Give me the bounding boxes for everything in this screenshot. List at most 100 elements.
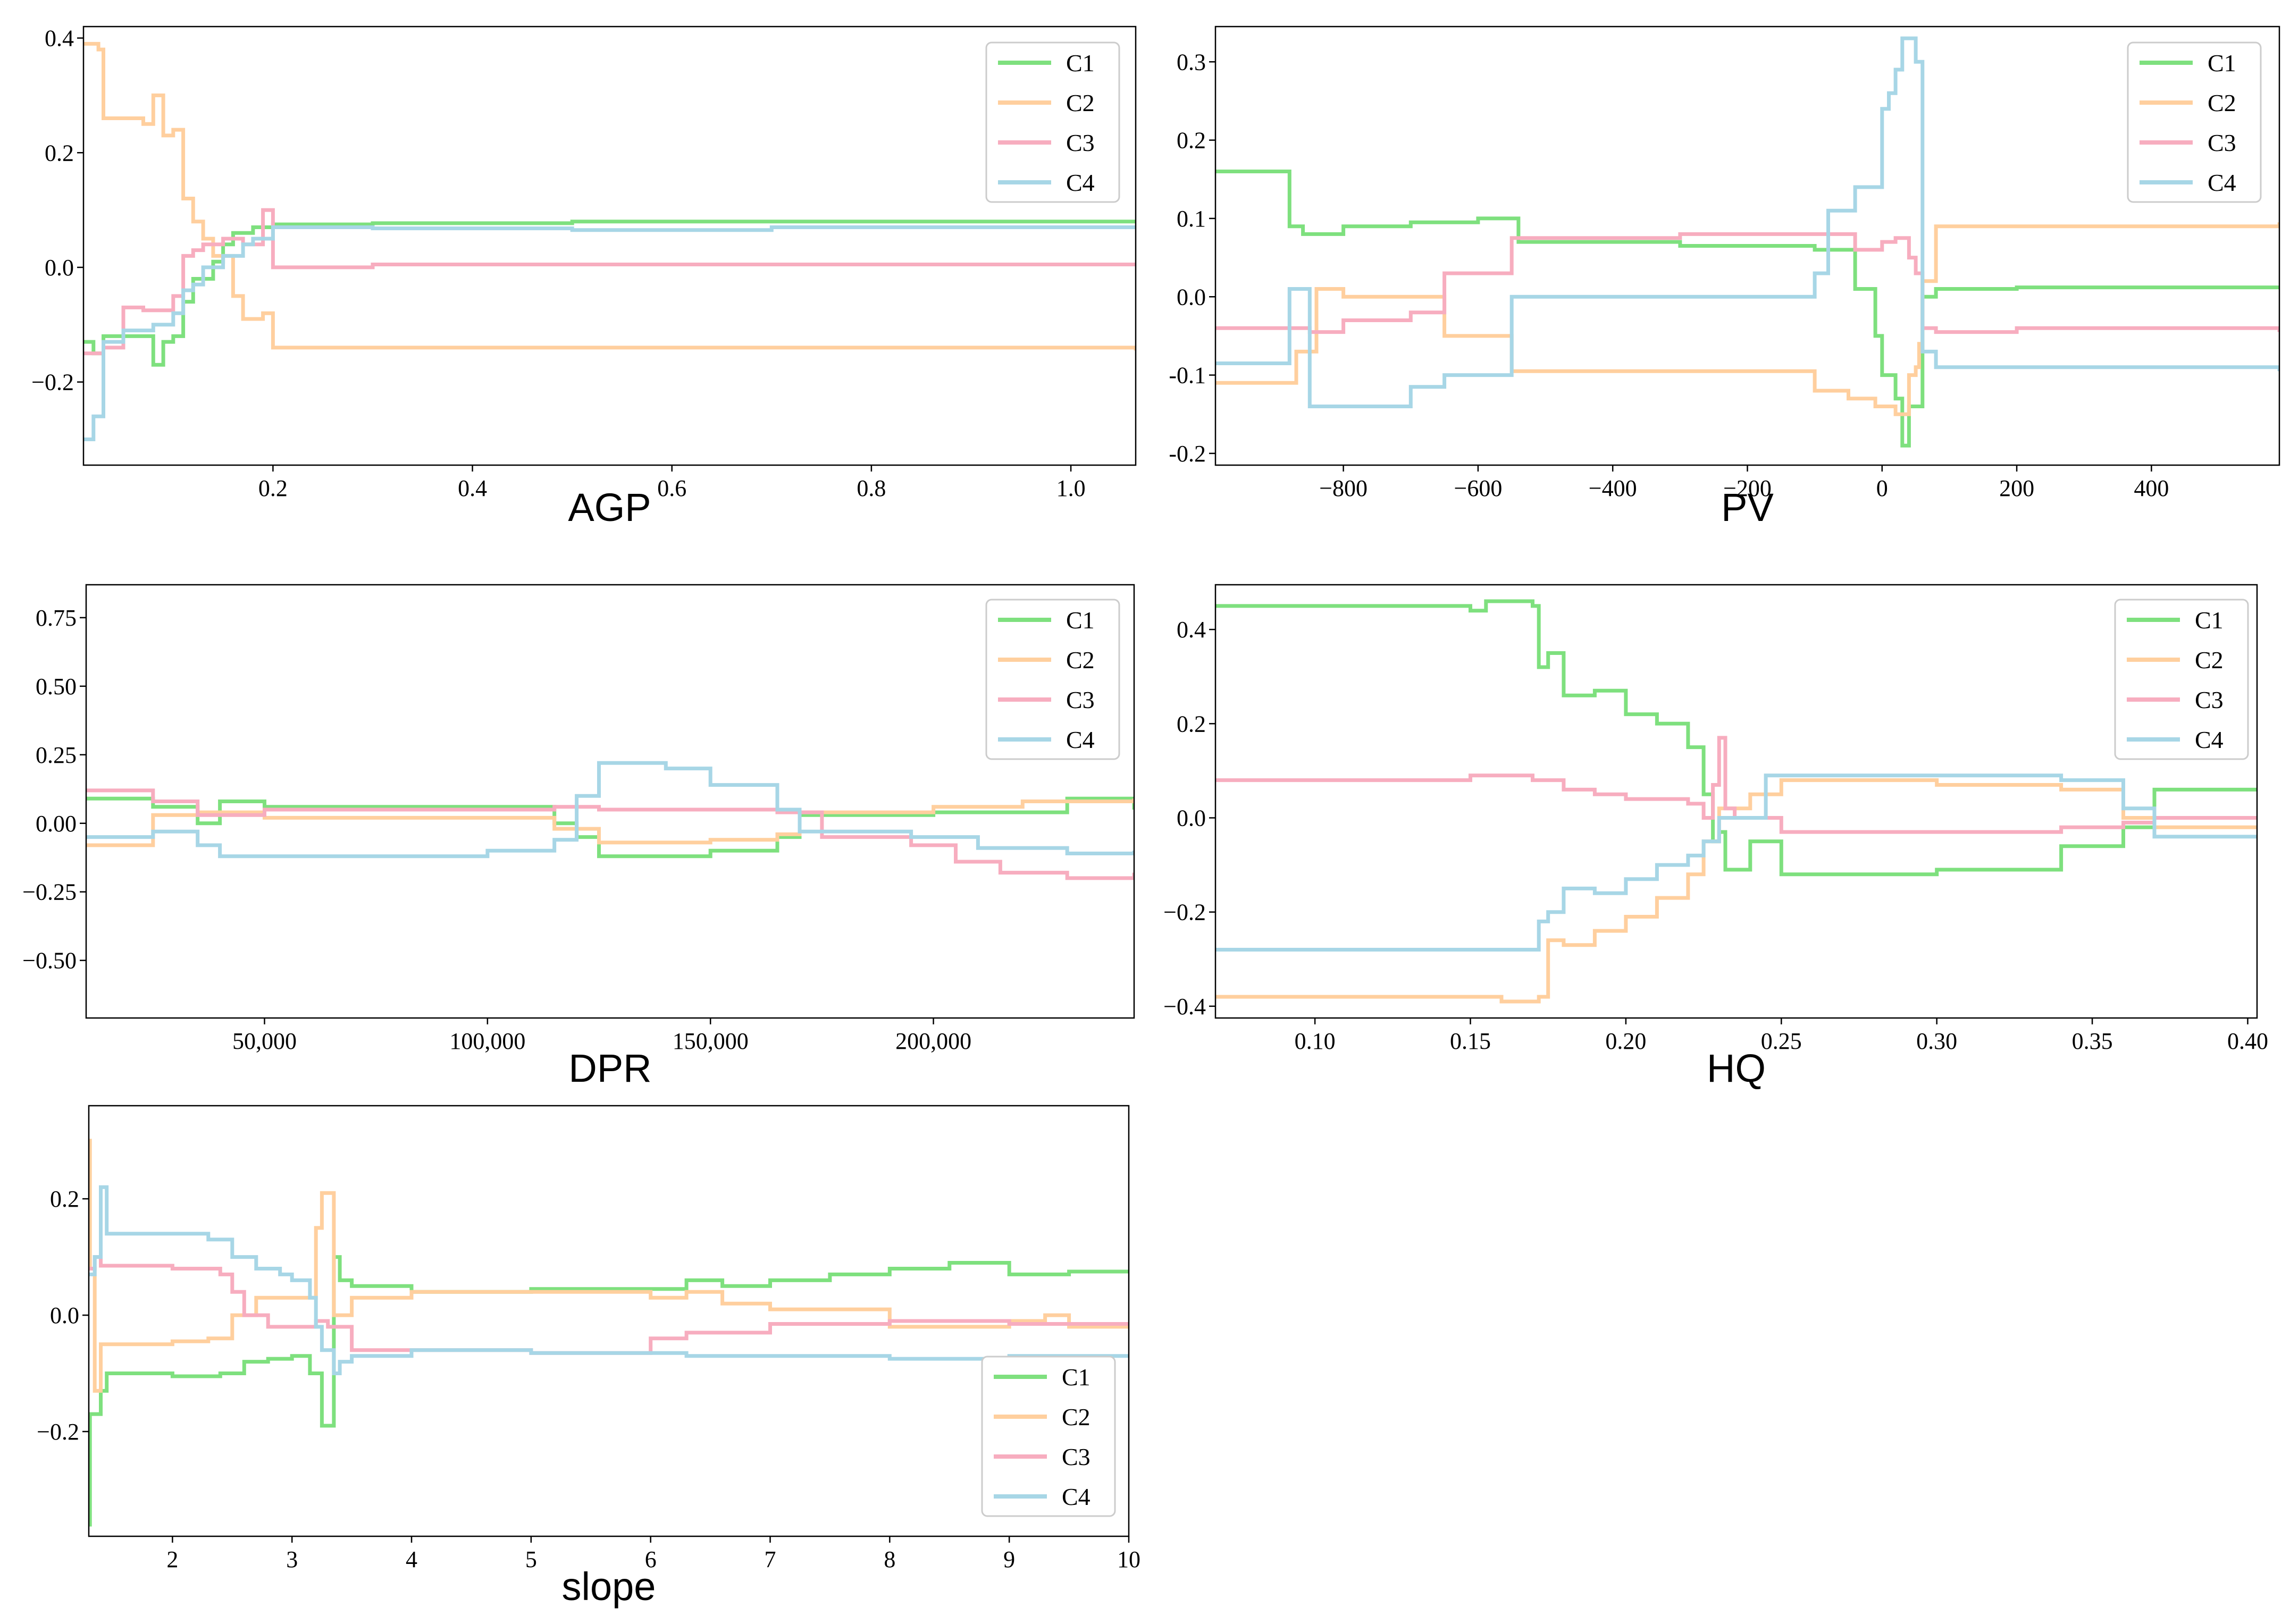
y-tick-label: -0.1 bbox=[1169, 363, 1206, 389]
legend-label-c2: C2 bbox=[2195, 646, 2224, 674]
y-tick-label: 0.4 bbox=[45, 26, 74, 52]
y-tick-label: 0.0 bbox=[1177, 805, 1206, 831]
series-group bbox=[1215, 36, 2279, 448]
axes-frame bbox=[82, 26, 1137, 466]
x-tick-label: 400 bbox=[2134, 475, 2169, 501]
legend-label-c2: C2 bbox=[1066, 646, 1095, 674]
series-line-c1 bbox=[1215, 599, 2257, 877]
series-line-c2 bbox=[1215, 222, 2279, 416]
legend-label-c2: C2 bbox=[2208, 89, 2236, 116]
x-tick-label: 9 bbox=[1003, 1546, 1015, 1572]
x-tick-label: 0 bbox=[1876, 475, 1888, 501]
legend-label-c4: C4 bbox=[2208, 169, 2236, 196]
series-line-c3 bbox=[86, 788, 1134, 880]
x-tick-label: 200 bbox=[1999, 475, 2034, 501]
x-axis-label: HQ bbox=[1707, 1046, 1766, 1090]
series-line-c4 bbox=[1215, 36, 2279, 408]
x-tick-label: 100,000 bbox=[449, 1028, 525, 1054]
x-tick-label: 0.20 bbox=[1605, 1028, 1646, 1054]
series-line-c3 bbox=[83, 208, 1136, 356]
x-tick-label: 3 bbox=[286, 1546, 298, 1572]
y-tick-label: −0.4 bbox=[1163, 994, 1206, 1020]
panel-hq: 0.10 0.15 0.20 0.25 0.30 0.35 0.40 −0.4 −0.2 0.0 0… bbox=[1163, 584, 2268, 1090]
series-group bbox=[83, 41, 1136, 441]
y-tick-label: −0.25 bbox=[22, 879, 77, 905]
legend-label-c1: C1 bbox=[1062, 1364, 1091, 1391]
legend: C1 C2 C3 C4 bbox=[981, 1356, 1116, 1517]
y-tick-label: 0.50 bbox=[36, 674, 77, 700]
series-line-c1 bbox=[89, 1255, 1129, 1527]
series-line-c4 bbox=[89, 1185, 1129, 1375]
series-line-c3 bbox=[1215, 736, 2257, 834]
x-tick-label: 0.30 bbox=[1916, 1028, 1957, 1054]
x-tick-label: −600 bbox=[1454, 475, 1503, 501]
panel-slope: 2 3 4 5 6 7 8 9 10 −0.2 0.0 0.2 slope C1 C2 C3 C4 bbox=[37, 1105, 1140, 1609]
axes-frame bbox=[88, 1105, 1130, 1537]
x-axis-label: slope bbox=[562, 1564, 656, 1609]
x-tick-label: 0.6 bbox=[657, 475, 686, 501]
legend-label-c1: C1 bbox=[2208, 49, 2236, 77]
y-tick-label: -0.2 bbox=[1169, 441, 1206, 467]
legend-label-c1: C1 bbox=[2195, 607, 2224, 634]
x-axis-label: DPR bbox=[568, 1046, 651, 1090]
legend: C1 C2 C3 C4 bbox=[2114, 599, 2249, 760]
legend-label-c4: C4 bbox=[1062, 1483, 1091, 1510]
x-tick-label: 0.8 bbox=[857, 475, 886, 501]
legend-label-c4: C4 bbox=[2195, 726, 2224, 753]
series-line-c3 bbox=[89, 1255, 1129, 1355]
panel-pv: −800 −600 −400 −200 0 200 400 -0.2 -0.1 0.0 0.1 0.2… bbox=[1169, 26, 2280, 529]
y-tick-label: 0.2 bbox=[45, 140, 74, 166]
panel-dpr: 50,000 100,000 150,000 200,000 −0.50 −0.25 0.0… bbox=[22, 584, 1135, 1090]
y-tick-label: −0.2 bbox=[31, 369, 74, 396]
x-tick-label: 0.2 bbox=[258, 475, 288, 501]
y-tick-label: 0.0 bbox=[50, 1302, 79, 1328]
x-tick-label: 0.25 bbox=[1761, 1028, 1802, 1054]
series-line-c4 bbox=[83, 225, 1136, 441]
x-tick-label: 0.15 bbox=[1450, 1028, 1491, 1054]
panel-agp: 0.2 0.4 0.6 0.8 1.0 −0.2 0.0 0.2 0.4 AGP C1 C2 C3 C4 bbox=[31, 26, 1137, 529]
axes-frame bbox=[1214, 584, 2258, 1019]
series-line-c1 bbox=[1215, 170, 2279, 448]
series-line-c2 bbox=[83, 41, 1136, 351]
y-tick-label: 0.0 bbox=[1177, 284, 1206, 310]
legend: C1 C2 C3 C4 bbox=[985, 599, 1120, 760]
y-tick-label: −0.50 bbox=[22, 948, 77, 974]
legend-box bbox=[2114, 599, 2249, 760]
legend-box bbox=[981, 1356, 1116, 1517]
x-tick-label: 0.35 bbox=[2072, 1028, 2113, 1054]
legend-label-c2: C2 bbox=[1066, 89, 1095, 116]
legend-label-c1: C1 bbox=[1066, 49, 1095, 77]
series-line-c3 bbox=[1215, 232, 2279, 334]
legend: C1 C2 C3 C4 bbox=[2127, 41, 2262, 203]
series-line-c2 bbox=[1215, 778, 2257, 1004]
x-tick-label: −400 bbox=[1589, 475, 1637, 501]
x-tick-label: 50,000 bbox=[232, 1028, 297, 1054]
x-tick-label: −200 bbox=[1723, 475, 1772, 501]
legend-label-c3: C3 bbox=[1062, 1443, 1091, 1470]
legend-box bbox=[985, 41, 1120, 203]
legend-label-c3: C3 bbox=[2195, 686, 2224, 713]
x-tick-label: 7 bbox=[765, 1546, 776, 1572]
x-tick-label: 0.40 bbox=[2227, 1028, 2268, 1054]
x-tick-label: 4 bbox=[406, 1546, 417, 1572]
y-tick-label: 0.1 bbox=[1177, 206, 1206, 232]
x-tick-label: 10 bbox=[1117, 1546, 1140, 1572]
x-tick-label: 0.4 bbox=[458, 475, 487, 501]
x-tick-label: 2 bbox=[166, 1546, 178, 1572]
legend-box bbox=[985, 599, 1120, 760]
x-tick-label: 5 bbox=[525, 1546, 537, 1572]
y-tick-label: 0.2 bbox=[1177, 128, 1206, 154]
series-line-c4 bbox=[1215, 773, 2257, 952]
legend-label-c4: C4 bbox=[1066, 726, 1095, 753]
x-axis-label: PV bbox=[1721, 485, 1774, 529]
legend-box bbox=[2127, 41, 2262, 203]
legend-label-c3: C3 bbox=[1066, 129, 1095, 156]
y-tick-label: 0.3 bbox=[1177, 49, 1206, 75]
series-line-c1 bbox=[83, 220, 1136, 367]
x-tick-label: 8 bbox=[884, 1546, 895, 1572]
y-tick-label: 0.2 bbox=[50, 1186, 79, 1212]
series-group bbox=[1215, 599, 2257, 1004]
x-tick-label: −800 bbox=[1319, 475, 1368, 501]
x-tick-label: 1.0 bbox=[1056, 475, 1086, 501]
